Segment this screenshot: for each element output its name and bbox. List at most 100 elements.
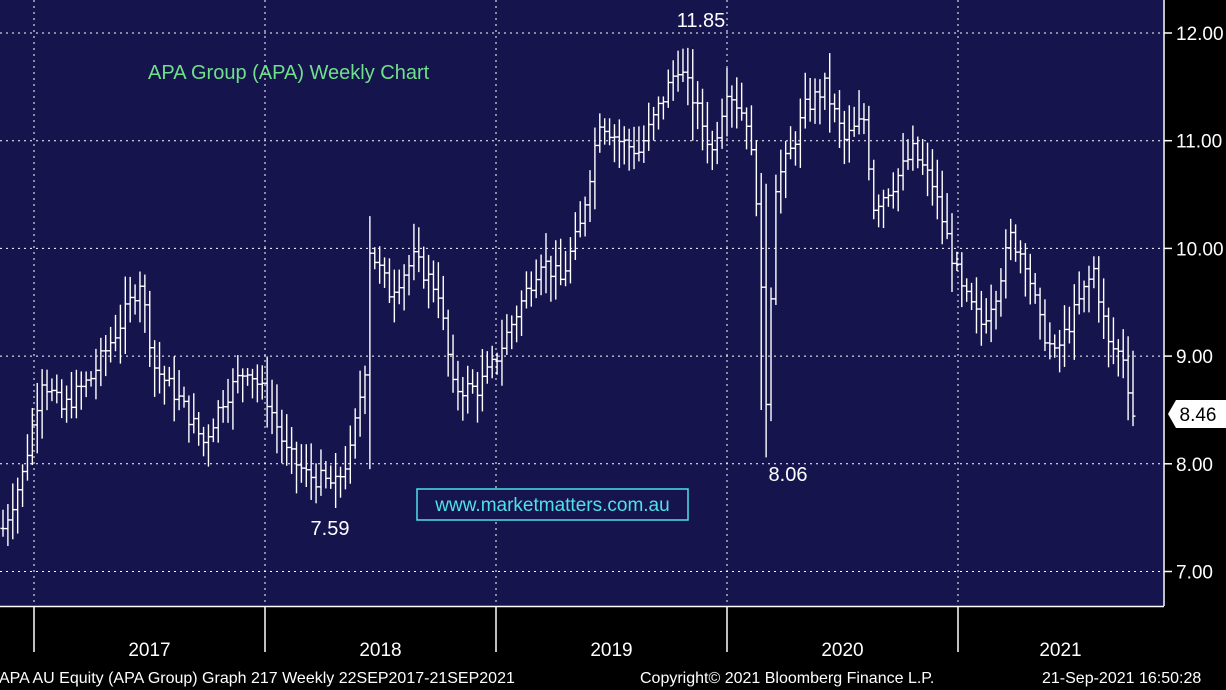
ohlc-bar: [616, 119, 622, 168]
ohlc-bar: [377, 246, 383, 284]
ohlc-bar: [396, 269, 402, 305]
ohlc-bar: [132, 284, 138, 315]
ohlc-bar: [778, 149, 784, 214]
ohlc-bar: [284, 414, 290, 466]
ohlc-bar: [1130, 350, 1136, 427]
ohlc-bar: [836, 90, 842, 148]
ohlc-bar: [807, 77, 813, 122]
ohlc-bar: [440, 275, 446, 331]
ohlc-bar: [890, 172, 896, 209]
ohlc-bar: [871, 159, 877, 220]
ohlc-bar: [655, 96, 661, 130]
ohlc-bar: [240, 368, 246, 403]
ohlc-bar: [1086, 265, 1092, 313]
ohlc-bar: [915, 136, 921, 169]
ohlc-bar: [1120, 329, 1126, 379]
ohlc-bar: [587, 170, 593, 223]
ohlc-bar: [455, 360, 461, 411]
ohlc-bar: [1101, 278, 1107, 339]
ohlc-bar: [763, 183, 769, 458]
ohlc-bar: [161, 365, 167, 405]
ohlc-bar: [802, 72, 808, 129]
ohlc-bar: [235, 355, 241, 394]
ohlc-bar: [700, 88, 706, 151]
ohlc-bar: [704, 101, 710, 164]
ohlc-bar: [113, 314, 119, 352]
ohlc-bar: [660, 96, 666, 120]
ohlc-bar: [788, 126, 794, 160]
ohlc-bar: [205, 424, 211, 467]
ohlc-bar: [494, 352, 500, 375]
ohlc-bar: [406, 254, 412, 296]
last-price-tag: 8.46: [1168, 400, 1226, 428]
footer-left: APA AU Equity (APA Group) Graph 217 Week…: [0, 670, 515, 687]
ohlc-bar: [166, 366, 172, 387]
ohlc-bar: [386, 258, 392, 303]
ohlc-bar: [744, 107, 750, 150]
ohlc-bar: [993, 290, 999, 330]
ohlc-bar: [0, 509, 6, 537]
ohlc-bar: [827, 53, 833, 133]
ohlc-bar: [274, 384, 280, 454]
ohlc-bar: [797, 98, 803, 168]
ohlc-bar: [665, 69, 671, 108]
ohlc-bar: [1057, 329, 1063, 373]
ohlc-bar: [954, 251, 960, 271]
ohlc-bar: [210, 418, 216, 443]
ohlc-bar: [773, 174, 779, 305]
ohlc-bar: [939, 170, 945, 245]
ohlc-bar: [333, 453, 339, 508]
ohlc-bar: [934, 159, 940, 220]
ohlc-bar: [1017, 240, 1023, 274]
x-year-label: 2021: [1039, 640, 1081, 661]
x-axis: 2017 2018 2019 2020 2021: [0, 605, 1164, 661]
ohlc-bar: [303, 444, 309, 487]
ohlc-bar: [347, 425, 353, 484]
ohlc-bar: [1047, 322, 1053, 360]
ohlc-bar: [553, 240, 559, 300]
y-tick-label: 10.00: [1176, 239, 1224, 260]
annotation-low-2018: 7.59: [311, 518, 350, 540]
ohlc-bar: [435, 262, 441, 319]
ohlc-bar: [372, 247, 378, 270]
ohlc-bar: [294, 441, 300, 494]
ohlc-bar: [528, 271, 534, 307]
y-tick-label: 11.00: [1176, 132, 1222, 153]
ohlc-bar: [249, 368, 255, 399]
ohlc-bar: [538, 254, 544, 296]
ohlc-bar: [514, 305, 520, 343]
ohlc-bar: [1110, 317, 1116, 365]
x-year-label: 2017: [128, 640, 170, 661]
ohlc-bar: [572, 212, 578, 261]
ohlc-bar: [401, 264, 407, 311]
ohlc-bar: [988, 284, 994, 343]
ohlc-bar: [1076, 271, 1082, 315]
ohlc-bar: [1032, 272, 1038, 304]
watermark-text: www.marketmatters.com.au: [434, 495, 669, 516]
ohlc-bar: [122, 276, 128, 355]
ohlc-bar: [103, 335, 109, 377]
ohlc-bar: [298, 444, 304, 483]
ohlc-bar: [279, 409, 285, 464]
y-axis: 7.00 8.00 9.00 10.00 11.00 12.00: [1163, 0, 1224, 606]
ohlc-bar: [1008, 218, 1014, 261]
x-year-label: 2019: [590, 640, 632, 661]
ohlc-bar: [949, 213, 955, 292]
ohlc-bar: [98, 337, 104, 387]
ohlc-bar: [142, 274, 148, 333]
ohlc-bar: [68, 371, 74, 419]
ohlc-bar: [465, 365, 471, 414]
ohlc-bar: [362, 365, 368, 415]
ohlc-bar: [504, 314, 510, 355]
ohlc-bar: [695, 81, 701, 130]
ohlc-bar: [1062, 305, 1068, 367]
ohlc-bar: [352, 408, 358, 459]
ohlc-bar: [582, 196, 588, 237]
ohlc-bar: [152, 340, 158, 397]
ohlc-bar: [577, 201, 583, 238]
ohlc-bar: [631, 126, 637, 170]
ohlc-bar: [607, 118, 613, 146]
footer-center: Copyright© 2021 Bloomberg Finance L.P.: [640, 670, 934, 687]
ohlc-bar: [411, 223, 417, 281]
ohlc-bar: [1052, 334, 1058, 358]
